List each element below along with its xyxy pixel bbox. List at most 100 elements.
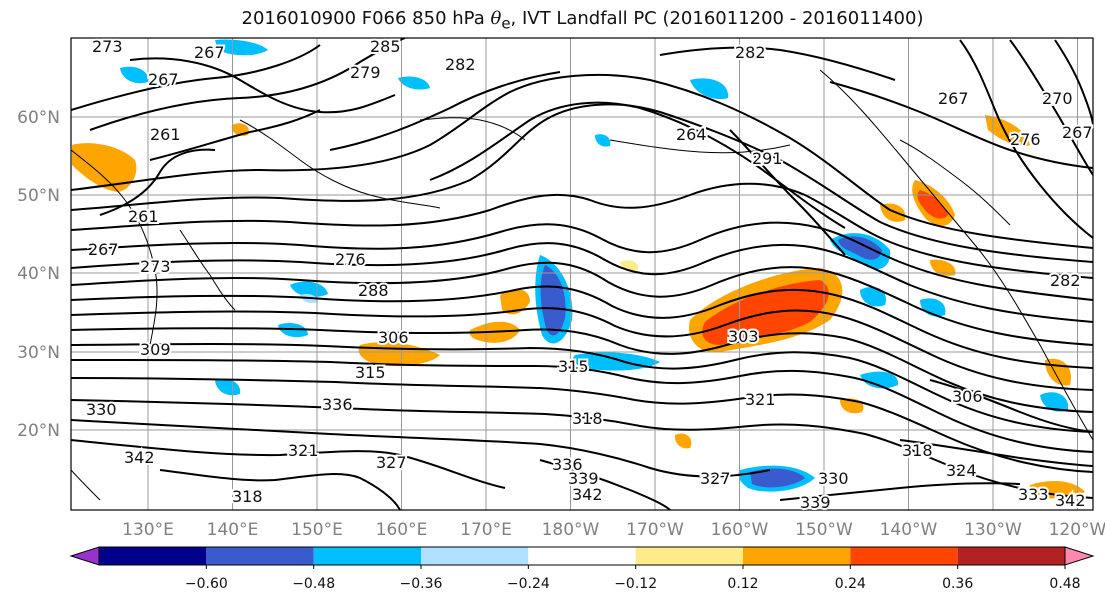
contour-line	[71, 439, 506, 489]
contour-label: 261	[150, 125, 181, 144]
contour-labels: 273 267 285 282 279 267 282 261 267 261 …	[84, 35, 1095, 514]
contour-label: 273	[92, 37, 123, 56]
contour-label: 285	[370, 37, 401, 56]
positive-anomaly-core	[917, 190, 948, 219]
contour-label: 321	[288, 441, 319, 460]
contour-label: 282	[1050, 271, 1081, 290]
contour-line	[71, 307, 1093, 391]
latitude-label: 20°N	[17, 421, 60, 441]
contour-label: 306	[952, 387, 983, 406]
colorbar-upper-extension	[1064, 546, 1095, 566]
colorbar-tick-label: 0.24	[835, 576, 866, 592]
contour-line	[729, 129, 846, 256]
contour-line	[959, 39, 1093, 239]
contour-label: 309	[140, 340, 171, 359]
contour-label: 303	[728, 327, 759, 346]
latitude-labels: 60°N 50°N 40°N 30°N 20°N	[17, 108, 60, 441]
contour-label: 342	[124, 448, 155, 467]
negative-anomaly-patch	[215, 39, 268, 56]
coastline	[609, 139, 791, 154]
colorbar-segment	[99, 547, 207, 565]
positive-anomaly-patch	[1030, 480, 1085, 499]
longitude-label: 170°E	[460, 520, 512, 540]
contour-line	[779, 482, 1021, 501]
contour-label: 333	[1018, 485, 1049, 504]
colorbar-segment	[743, 547, 851, 565]
title-prefix: 2016010900 F066 850 hPa	[241, 8, 491, 29]
contour-line	[71, 73, 1093, 249]
longitude-label: 150°E	[291, 520, 343, 540]
map-panel: 273 267 285 282 279 267 282 261 267 261 …	[70, 35, 1095, 514]
anomaly-shading	[72, 39, 1085, 499]
contour-label: 318	[572, 409, 603, 428]
contour-line	[929, 379, 1093, 433]
longitude-label: 130°W	[964, 520, 1022, 540]
contour-label: 318	[902, 441, 933, 460]
negative-anomaly-patch	[1040, 392, 1069, 412]
longitude-label: 140°E	[207, 520, 259, 540]
contour-label: 288	[358, 281, 389, 300]
coastlines	[71, 69, 1093, 501]
colorbar-segment	[313, 547, 421, 565]
title-theta-subscript: e	[501, 14, 511, 33]
contour-label: 270	[1042, 89, 1073, 108]
colorbar-segment	[206, 547, 314, 565]
latitude-label: 60°N	[17, 108, 60, 128]
positive-anomaly-patch	[72, 143, 137, 192]
contour-label: 318	[232, 487, 263, 506]
negative-anomaly-patch	[595, 134, 611, 147]
contour-line	[159, 469, 401, 510]
contour-label: 339	[800, 493, 831, 512]
coastline	[179, 229, 236, 311]
title-theta: θ	[490, 8, 502, 29]
contour-label: 261	[128, 207, 159, 226]
longitude-label: 180°W	[542, 520, 600, 540]
latitude-label: 30°N	[17, 343, 60, 363]
contour-label: 327	[700, 469, 731, 488]
positive-anomaly-patch	[500, 289, 530, 315]
contour-label: 267	[938, 89, 969, 108]
colorbar-lower-extension	[69, 546, 100, 566]
contour-label: 336	[322, 395, 353, 414]
contour-line	[71, 103, 1093, 263]
colorbar-tick-label: 0.12	[727, 576, 758, 592]
colorbar-segment	[528, 547, 636, 565]
longitude-label: 140°W	[880, 520, 938, 540]
colorbar-tick-label: −0.24	[507, 576, 550, 592]
contour-label: 321	[745, 390, 776, 409]
contour-label: 330	[818, 469, 849, 488]
longitude-labels: 130°E 140°E 150°E 160°E 170°E 180°W 170°W 160°W…	[122, 520, 1105, 540]
contour-line	[71, 343, 1093, 433]
contour-label: 291	[752, 149, 783, 168]
negative-anomaly-patch	[690, 78, 729, 100]
negative-anomaly-core	[750, 468, 805, 488]
contour-label: 273	[140, 257, 171, 276]
negative-anomaly-core	[540, 265, 566, 336]
colorbar-tick-label: 0.36	[942, 576, 973, 592]
contour-label: 339	[568, 469, 599, 488]
contour-line	[329, 71, 561, 151]
contour-line	[71, 221, 1093, 301]
coastline	[899, 139, 1011, 226]
negative-anomaly-patch	[215, 378, 241, 396]
negative-anomaly-patch	[290, 281, 328, 297]
contour-line	[71, 44, 321, 111]
longitude-label: 160°W	[711, 520, 769, 540]
contour-label: 327	[376, 453, 407, 472]
colorbar-tick-label: −0.48	[292, 576, 335, 592]
contour-label: 342	[572, 485, 603, 504]
colorbar-tick-label: −0.36	[400, 576, 443, 592]
contour-line	[99, 148, 216, 216]
contour-line	[899, 439, 1093, 467]
longitude-label: 160°E	[376, 520, 428, 540]
contour-line	[71, 261, 1093, 346]
colorbar-segment	[421, 547, 529, 565]
contour-label: 315	[558, 357, 589, 376]
contour-label: 282	[445, 55, 476, 74]
colorbar-segment	[957, 547, 1065, 565]
coastline	[819, 69, 1093, 441]
colorbar-frame	[98, 546, 1066, 566]
latitude-label: 50°N	[17, 186, 60, 206]
contour-line	[1054, 39, 1093, 125]
